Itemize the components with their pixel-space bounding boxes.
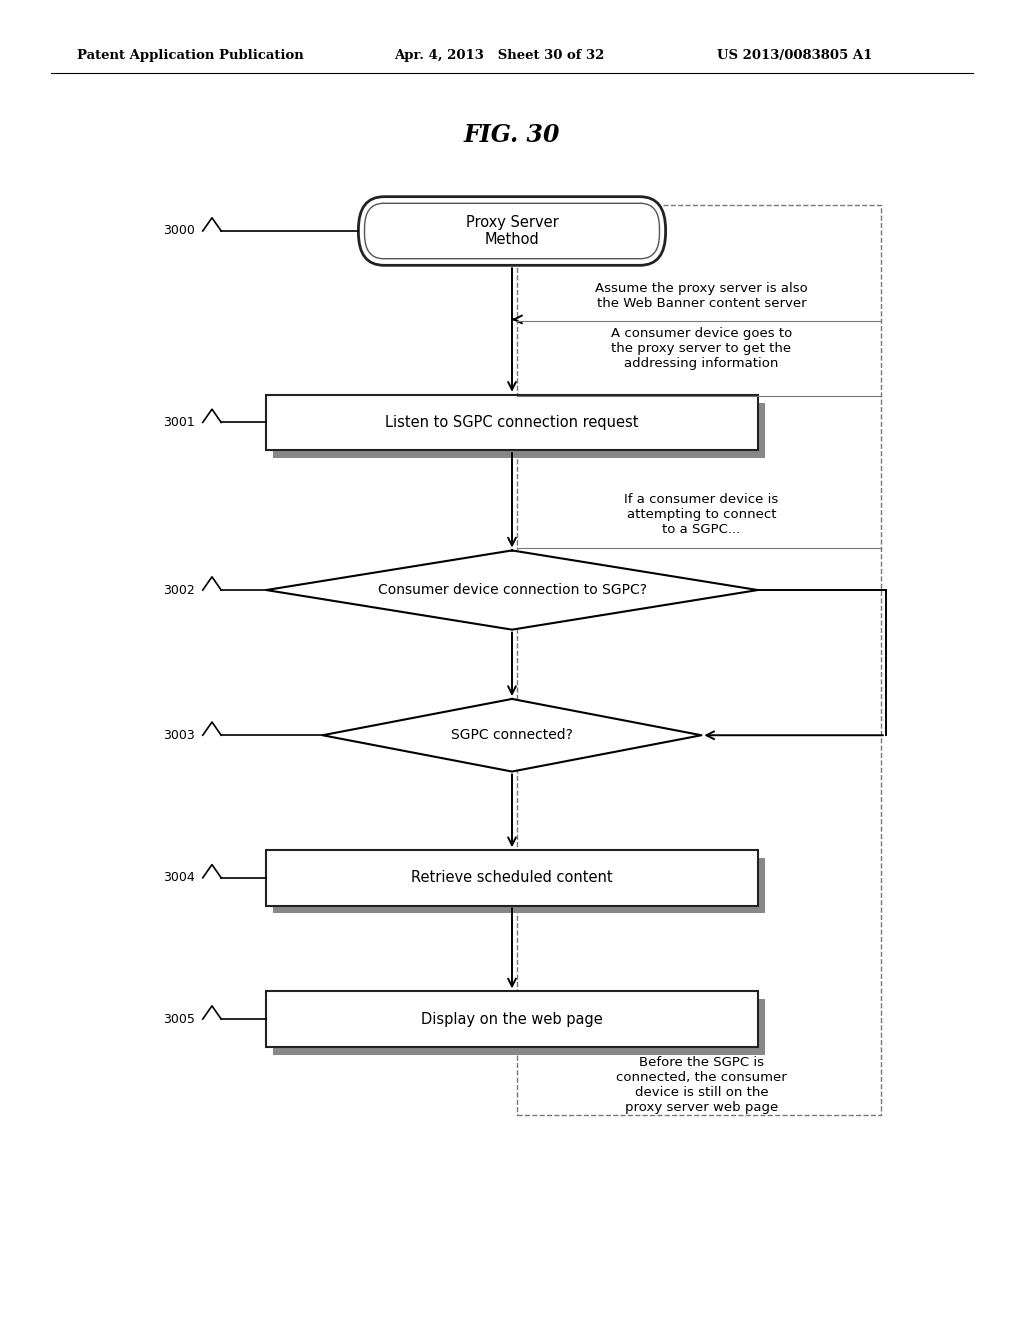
Text: Display on the web page: Display on the web page [421, 1011, 603, 1027]
Text: US 2013/0083805 A1: US 2013/0083805 A1 [717, 49, 872, 62]
Text: Proxy Server
Method: Proxy Server Method [466, 215, 558, 247]
Text: Retrieve scheduled content: Retrieve scheduled content [412, 870, 612, 886]
Bar [266, 395, 758, 450]
Text: SGPC connected?: SGPC connected? [451, 729, 573, 742]
Bar [266, 850, 758, 906]
Text: 3005: 3005 [163, 1012, 195, 1026]
Text: If a consumer device is
attempting to connect
to a SGPC...: If a consumer device is attempting to co… [625, 494, 778, 536]
Polygon shape [266, 550, 758, 630]
Bar [273, 999, 765, 1055]
Text: Assume the proxy server is also
the Web Banner content server: Assume the proxy server is also the Web … [595, 281, 808, 310]
Text: FIG. 30: FIG. 30 [464, 123, 560, 147]
Bar [273, 858, 765, 913]
Bar [517, 205, 881, 1115]
Text: Consumer device connection to SGPC?: Consumer device connection to SGPC? [378, 583, 646, 597]
Text: Apr. 4, 2013   Sheet 30 of 32: Apr. 4, 2013 Sheet 30 of 32 [394, 49, 604, 62]
Text: 3001: 3001 [163, 416, 195, 429]
Text: 3003: 3003 [163, 729, 195, 742]
Bar [266, 991, 758, 1047]
Text: 3002: 3002 [163, 583, 195, 597]
Bar [273, 403, 765, 458]
Text: Listen to SGPC connection request: Listen to SGPC connection request [385, 414, 639, 430]
Text: Patent Application Publication: Patent Application Publication [77, 49, 303, 62]
Text: Before the SGPC is
connected, the consumer
device is still on the
proxy server w: Before the SGPC is connected, the consum… [616, 1056, 786, 1114]
Polygon shape [323, 700, 701, 771]
Text: A consumer device goes to
the proxy server to get the
addressing information: A consumer device goes to the proxy serv… [610, 327, 793, 370]
Text: 3004: 3004 [163, 871, 195, 884]
Text: 3000: 3000 [163, 224, 195, 238]
FancyBboxPatch shape [358, 197, 666, 265]
